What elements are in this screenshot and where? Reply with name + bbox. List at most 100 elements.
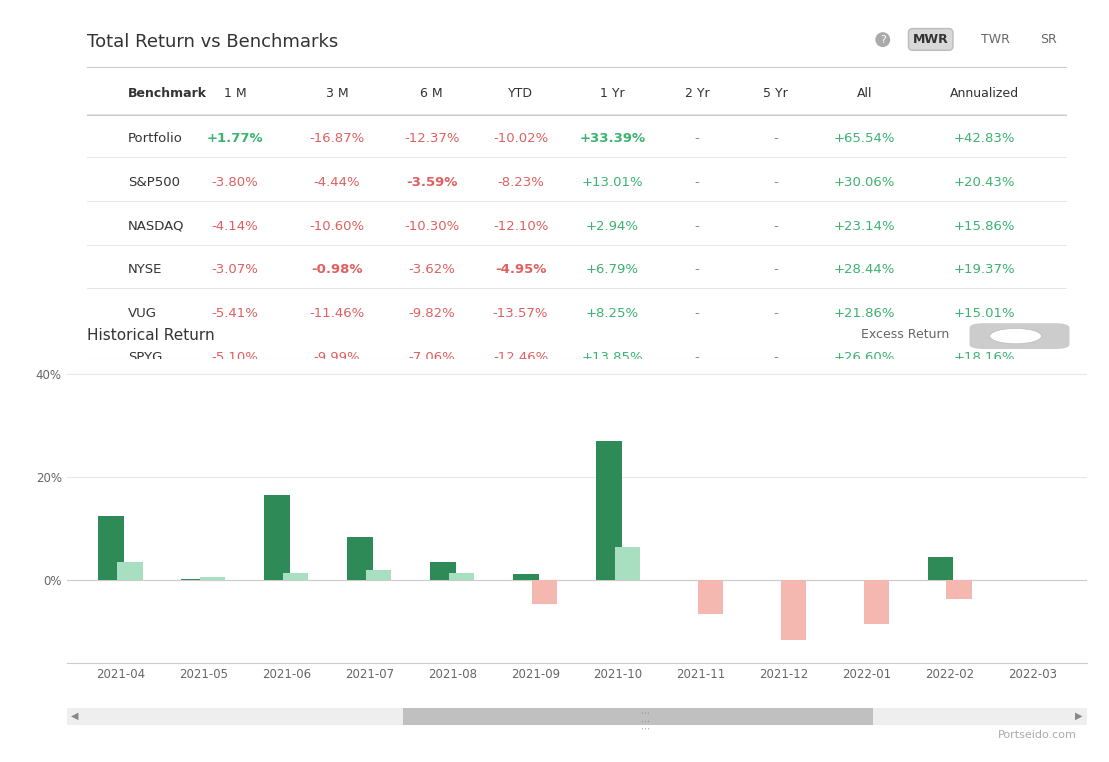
Text: 2 Yr: 2 Yr xyxy=(684,87,710,100)
Text: -3.80%: -3.80% xyxy=(212,176,258,189)
Bar xyxy=(347,536,373,581)
Text: +65.54%: +65.54% xyxy=(834,133,895,146)
Text: TWR: TWR xyxy=(980,33,1009,46)
Text: +42.83%: +42.83% xyxy=(954,133,1016,146)
Text: ▶: ▶ xyxy=(1076,711,1082,721)
Text: -3.59%: -3.59% xyxy=(406,176,458,189)
Bar xyxy=(597,441,622,581)
Text: +33.39%: +33.39% xyxy=(579,133,645,146)
Text: -10.02%: -10.02% xyxy=(492,133,548,146)
Text: 1 Yr: 1 Yr xyxy=(600,87,624,100)
Text: +19.37%: +19.37% xyxy=(954,264,1016,277)
Text: +30.06%: +30.06% xyxy=(834,176,895,189)
Text: YTD: YTD xyxy=(508,87,533,100)
Text: -: - xyxy=(773,351,779,363)
Bar xyxy=(283,573,308,581)
Text: +20.43%: +20.43% xyxy=(954,176,1016,189)
Circle shape xyxy=(990,328,1041,344)
Text: -: - xyxy=(694,307,700,320)
Text: MWR: MWR xyxy=(913,33,948,46)
Text: -3.62%: -3.62% xyxy=(408,264,455,277)
Bar xyxy=(430,562,456,581)
Text: -9.99%: -9.99% xyxy=(314,351,360,363)
Text: SR: SR xyxy=(1039,33,1057,46)
Text: +15.01%: +15.01% xyxy=(954,307,1016,320)
Bar xyxy=(946,581,971,598)
Text: -9.82%: -9.82% xyxy=(408,307,455,320)
Text: -: - xyxy=(694,219,700,232)
Bar xyxy=(698,581,723,614)
Text: -: - xyxy=(773,176,779,189)
Bar xyxy=(264,495,289,581)
Text: Historical Return: Historical Return xyxy=(87,328,214,344)
Bar xyxy=(513,575,539,581)
Bar xyxy=(531,581,557,604)
Bar xyxy=(614,547,640,581)
Text: +21.86%: +21.86% xyxy=(834,307,895,320)
Text: -13.57%: -13.57% xyxy=(492,307,548,320)
Text: -12.46%: -12.46% xyxy=(492,351,548,363)
Text: 5 Yr: 5 Yr xyxy=(763,87,788,100)
Text: +18.16%: +18.16% xyxy=(954,351,1016,363)
Text: -: - xyxy=(694,264,700,277)
Text: -: - xyxy=(694,133,700,146)
Text: -4.44%: -4.44% xyxy=(314,176,360,189)
Bar xyxy=(182,579,207,581)
Text: -8.23%: -8.23% xyxy=(497,176,545,189)
Text: -10.30%: -10.30% xyxy=(404,219,459,232)
Text: Portfolio: Portfolio xyxy=(128,133,183,146)
Bar xyxy=(200,578,225,581)
Bar xyxy=(366,570,391,581)
Bar xyxy=(449,573,475,581)
Text: -11.46%: -11.46% xyxy=(309,307,365,320)
Bar xyxy=(116,562,143,581)
Bar xyxy=(781,581,806,640)
Text: 3 M: 3 M xyxy=(326,87,348,100)
Text: -7.06%: -7.06% xyxy=(408,351,455,363)
Text: -4.14%: -4.14% xyxy=(212,219,258,232)
Text: -: - xyxy=(694,351,700,363)
Text: NYSE: NYSE xyxy=(128,264,162,277)
Text: -16.87%: -16.87% xyxy=(309,133,365,146)
Text: All: All xyxy=(856,87,872,100)
Bar xyxy=(864,581,889,624)
Text: Benchmark: Benchmark xyxy=(128,87,206,100)
Text: +2.94%: +2.94% xyxy=(586,219,639,232)
Text: Portseido.com: Portseido.com xyxy=(998,730,1077,740)
Text: +26.60%: +26.60% xyxy=(834,351,895,363)
Text: +13.85%: +13.85% xyxy=(581,351,643,363)
Text: NASDAQ: NASDAQ xyxy=(128,219,184,232)
Bar xyxy=(928,557,954,581)
Text: VUG: VUG xyxy=(128,307,156,320)
Text: +23.14%: +23.14% xyxy=(834,219,895,232)
Text: -: - xyxy=(773,219,779,232)
Text: -: - xyxy=(773,264,779,277)
Text: 1 M: 1 M xyxy=(224,87,246,100)
Text: -5.41%: -5.41% xyxy=(212,307,258,320)
FancyBboxPatch shape xyxy=(404,708,873,725)
Text: Excess Return: Excess Return xyxy=(861,328,949,341)
Text: +15.86%: +15.86% xyxy=(954,219,1016,232)
Text: Total Return vs Benchmarks: Total Return vs Benchmarks xyxy=(87,33,338,51)
Text: +1.77%: +1.77% xyxy=(206,133,263,146)
Text: Annualized: Annualized xyxy=(950,87,1019,100)
Text: -: - xyxy=(773,307,779,320)
FancyBboxPatch shape xyxy=(969,323,1069,349)
Text: +28.44%: +28.44% xyxy=(834,264,895,277)
Text: SPYG: SPYG xyxy=(128,351,162,363)
Text: -: - xyxy=(694,176,700,189)
Text: -3.07%: -3.07% xyxy=(212,264,258,277)
Text: -12.10%: -12.10% xyxy=(492,219,548,232)
Text: S&P500: S&P500 xyxy=(128,176,180,189)
Text: +6.79%: +6.79% xyxy=(586,264,639,277)
Text: -5.10%: -5.10% xyxy=(212,351,258,363)
Bar xyxy=(99,516,124,581)
Text: -12.37%: -12.37% xyxy=(404,133,459,146)
Text: ⋮⋮⋮: ⋮⋮⋮ xyxy=(639,703,648,728)
Text: ?: ? xyxy=(879,34,886,45)
FancyBboxPatch shape xyxy=(67,708,1087,725)
Text: -10.60%: -10.60% xyxy=(309,219,365,232)
Text: -: - xyxy=(773,133,779,146)
Text: -4.95%: -4.95% xyxy=(495,264,547,277)
Text: +8.25%: +8.25% xyxy=(586,307,639,320)
